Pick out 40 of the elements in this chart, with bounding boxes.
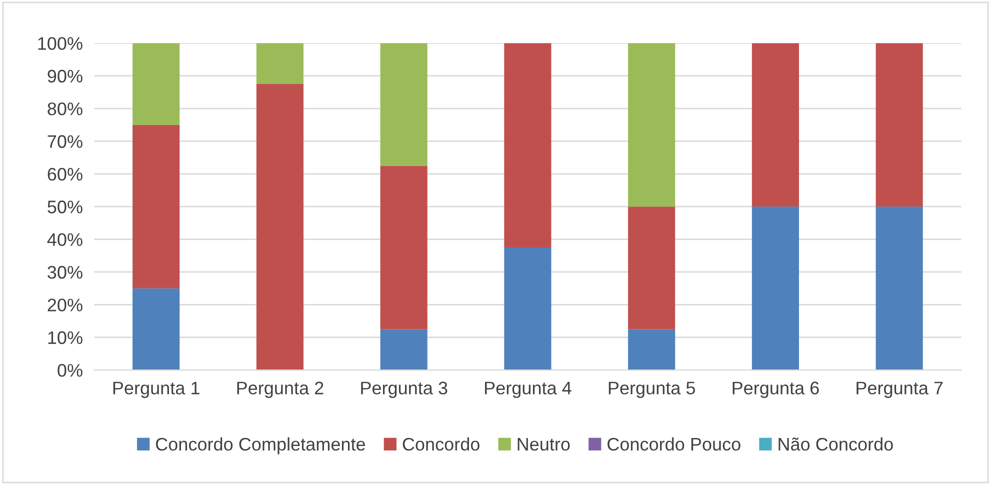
y-tick-label: 60% (48, 168, 82, 181)
legend-label: Concordo Pouco (608, 437, 740, 451)
y-tick-label: 0% (58, 364, 82, 377)
bar (132, 43, 180, 125)
x-tick-label: Pergunta 7 (856, 382, 943, 398)
y-tick-label: 40% (47, 233, 82, 246)
x-tick-label: Pergunta 4 (485, 382, 572, 398)
legend-label: Neutro (518, 438, 570, 451)
bar (504, 247, 552, 370)
bar (380, 166, 428, 330)
y-tick-label: 10% (48, 331, 82, 344)
bar (628, 43, 676, 207)
y-tick-label: 90% (48, 70, 82, 83)
bar (504, 43, 552, 248)
bar (380, 329, 428, 370)
bar (752, 43, 799, 207)
bar (628, 329, 676, 370)
bar (256, 43, 304, 84)
y-tick-label: 80% (48, 102, 82, 116)
bar (752, 206, 799, 370)
legend-label: Não Concordo (778, 437, 893, 451)
x-tick-label: Pergunta 1 (113, 382, 200, 398)
bar (380, 43, 428, 166)
bar (132, 288, 180, 370)
bar (876, 206, 923, 370)
y-tick-label: 70% (48, 135, 82, 148)
y-tick-label: 30% (48, 266, 82, 279)
x-tick-label: Pergunta 3 (361, 382, 448, 398)
bar (132, 124, 180, 288)
x-tick-label: Pergunta 2 (237, 382, 324, 398)
bar (876, 43, 923, 207)
y-tick-label: 50% (48, 200, 82, 214)
bar (628, 206, 676, 330)
x-tick-label: Pergunta 6 (732, 382, 819, 398)
bar (256, 84, 304, 370)
y-tick-label: 100% (38, 37, 82, 50)
x-tick-label: Pergunta 5 (608, 382, 695, 398)
y-tick-label: 20% (48, 298, 82, 312)
legend-label: Concordo (402, 437, 480, 451)
legend-label: Concordo Completamente (156, 437, 366, 454)
